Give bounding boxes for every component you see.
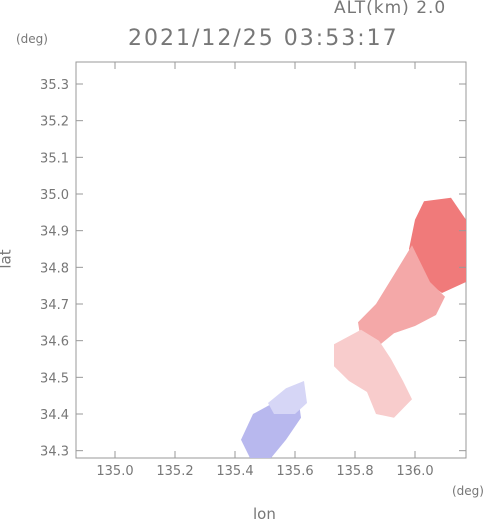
y-tick-label: 35.2 — [40, 115, 69, 130]
y-tick-label: 34.8 — [40, 261, 69, 276]
y-tick-label: 34.6 — [40, 335, 69, 350]
x-tick-label: 136.0 — [396, 464, 433, 479]
echo-regions — [241, 197, 466, 458]
altitude-label: ALT(km) 2.0 — [334, 0, 447, 18]
timestamp-title: 2021/12/25 03:53:17 — [128, 26, 399, 51]
y-tick-label: 34.5 — [40, 371, 69, 386]
x-tick-label: 135.6 — [276, 464, 313, 479]
y-tick-label: 34.3 — [40, 445, 69, 460]
echo-region-southwest-fringe — [268, 381, 307, 414]
y-tick-label: 35.0 — [40, 188, 69, 203]
x-tick-label: 135.4 — [216, 464, 253, 479]
echo-region-northeast-band — [358, 245, 445, 348]
y-tick-label: 35.3 — [40, 78, 69, 93]
x-axis-label: lon — [253, 505, 276, 523]
x-tick-label: 135.8 — [336, 464, 373, 479]
echo-region-central-band — [334, 329, 412, 418]
y-axis-unit: (deg) — [16, 32, 48, 46]
y-tick-label: 34.4 — [40, 408, 69, 423]
y-tick-label: 34.7 — [40, 298, 69, 313]
x-axis-unit: (deg) — [452, 484, 484, 498]
y-tick-label: 34.9 — [40, 225, 69, 240]
x-tick-label: 135.2 — [156, 464, 193, 479]
x-tick-label: 135.0 — [96, 464, 133, 479]
y-axis-ticks: 35.3 35.2 35.1 35.0 34.9 34.8 34.7 34.6 34.5 34.4… — [40, 78, 466, 460]
x-axis-ticks: 135.0 135.2 135.4 135.6 135.8 136.0 — [96, 62, 434, 479]
y-tick-label: 35.1 — [40, 151, 69, 166]
